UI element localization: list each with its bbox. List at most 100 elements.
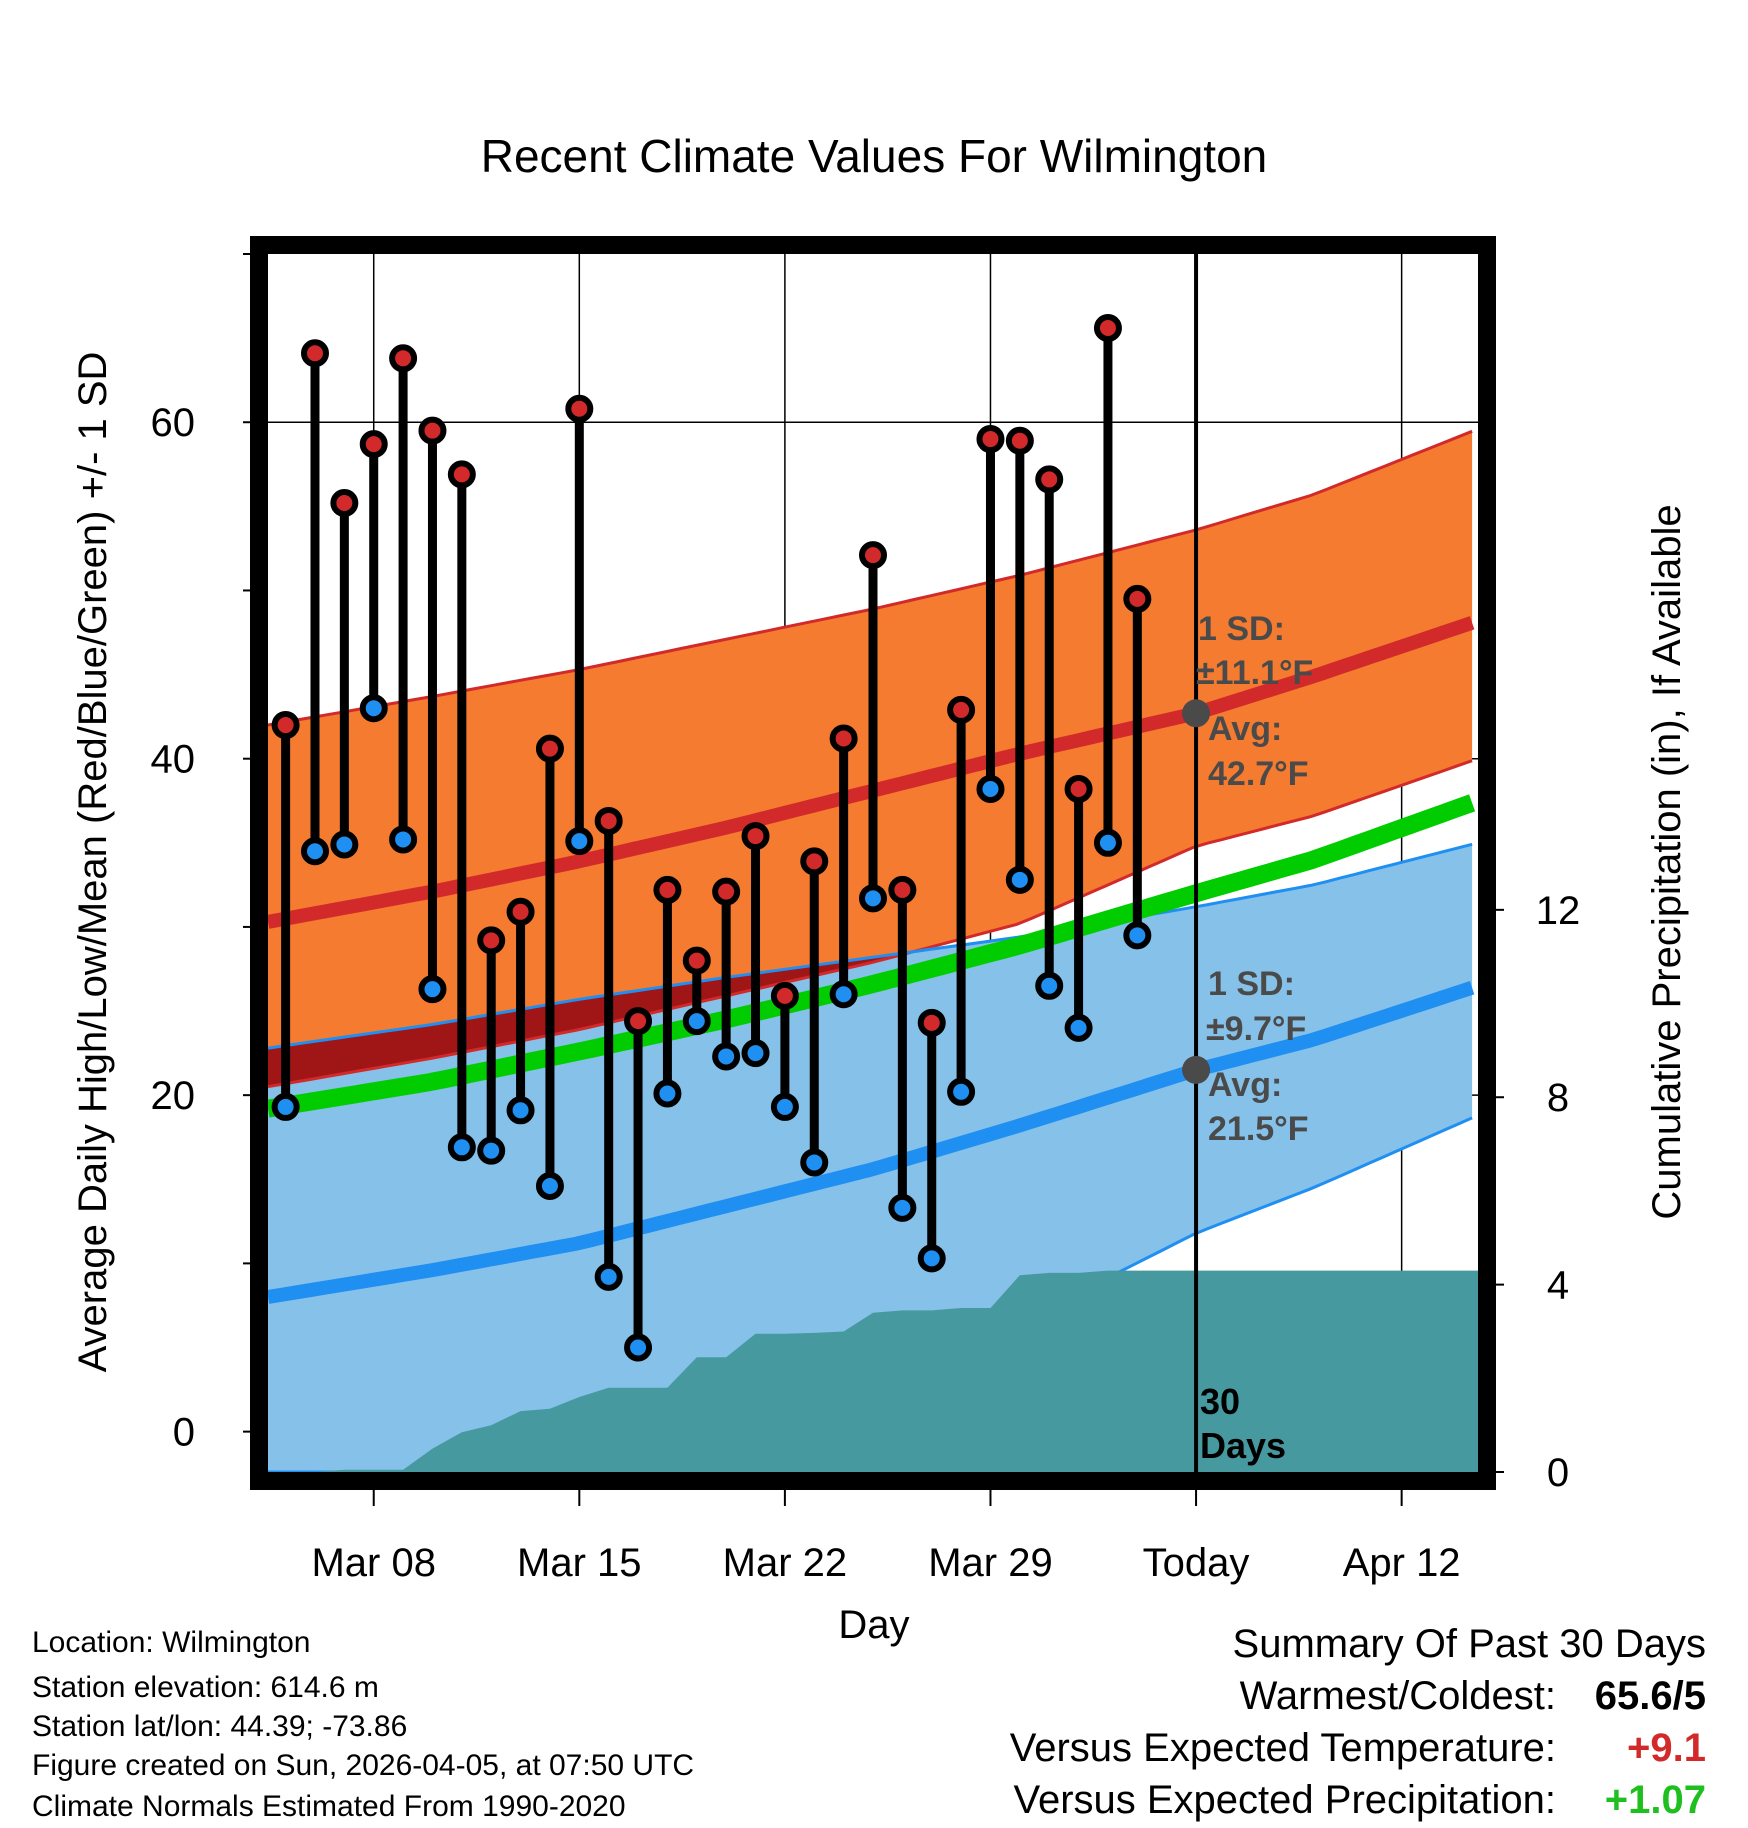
x-tick-label: Today	[1143, 1541, 1250, 1585]
observed-low-point	[389, 825, 418, 854]
observed-high-point	[594, 806, 623, 835]
chart-title: Recent Climate Values For Wilmington	[481, 130, 1268, 182]
y-tick-label: 20	[151, 1074, 196, 1118]
observed-high-point	[535, 734, 564, 763]
observed-low-point	[1035, 971, 1064, 1000]
x-axis-label: Day	[838, 1603, 909, 1647]
low-avg-label: Avg:	[1208, 1066, 1282, 1104]
summary-precip-row: Versus Expected Precipitation: +1.07	[1013, 1778, 1706, 1823]
summary-temp-label: Versus Expected Temperature:	[1009, 1726, 1556, 1770]
observed-high-point	[859, 541, 887, 570]
observed-low-point	[653, 1079, 682, 1108]
observed-high-point	[741, 822, 770, 851]
observed-low-point	[594, 1262, 623, 1291]
y2-axis-label: Cumulative Precipitation (in), If Availa…	[1645, 504, 1689, 1219]
high-avg-value: 42.7°F	[1208, 755, 1309, 793]
mean-normal-line	[268, 794, 1476, 1118]
observed-high-point	[976, 425, 1005, 454]
observed-low-point	[1093, 828, 1122, 857]
x-tick-label: Mar 08	[311, 1541, 436, 1585]
observed-low-point	[330, 830, 359, 859]
low-upper-edge	[268, 842, 1473, 1050]
y-tick-label: 0	[173, 1411, 195, 1455]
observed-high-point	[1064, 774, 1093, 803]
high-sd-label: 1 SD:	[1198, 610, 1285, 648]
band-overlap	[268, 953, 900, 1087]
precip-area	[268, 1270, 1478, 1472]
plot-frame	[250, 236, 1496, 1490]
observed-high-point	[447, 460, 476, 489]
observed-high-point	[1035, 465, 1064, 494]
summary-precip-value: +1.07	[1604, 1778, 1706, 1822]
observed-high-point	[653, 875, 682, 904]
x-tick-label: Mar 29	[928, 1541, 1053, 1585]
observed-low-point	[271, 1092, 300, 1121]
summary-warmest-value: 65.6/5	[1594, 1674, 1706, 1718]
observed-low-point	[712, 1042, 741, 1071]
observed-high-point	[565, 394, 594, 423]
today-low-avg-marker	[1182, 1055, 1211, 1084]
observed-low-point	[829, 980, 858, 1009]
observed-high-point	[418, 416, 447, 445]
observed-high-point	[300, 339, 329, 368]
x-tick-label: Mar 15	[517, 1541, 642, 1585]
days-label-word: Days	[1200, 1425, 1286, 1466]
days-label-number: 30	[1200, 1381, 1240, 1422]
y-tick-label: 60	[151, 401, 196, 445]
observed-high-point	[682, 946, 711, 975]
today-high-avg-marker	[1182, 699, 1211, 728]
summary-warmest-row: Warmest/Coldest: 65.6/5	[1240, 1674, 1706, 1719]
y2-tick-label: 0	[1547, 1451, 1569, 1495]
summary-warmest-label: Warmest/Coldest:	[1239, 1674, 1556, 1718]
info-created: Figure created on Sun, 2026-04-05, at 07…	[32, 1749, 695, 1782]
observed-high-point	[389, 344, 418, 373]
info-latlon: Station lat/lon: 44.39; -73.86	[32, 1710, 408, 1743]
observed-low-point	[947, 1077, 976, 1106]
normal-annotations: 1 SD: ±11.1°F Avg: 42.7°F 1 SD: ±9.7°F A…	[1196, 610, 1313, 1466]
observed-low-point	[976, 774, 1005, 803]
observed-low-point	[624, 1333, 653, 1362]
observed-low-point	[741, 1039, 770, 1068]
high-lower-edge	[268, 759, 1473, 1089]
info-normals: Climate Normals Estimated From 1990-2020	[32, 1790, 626, 1823]
observed-low-point	[506, 1096, 535, 1125]
info-elevation: Station elevation: 614.6 m	[32, 1671, 379, 1704]
summary-temp-value: +9.1	[1627, 1726, 1706, 1770]
observed-high-point	[1005, 426, 1034, 455]
observed-low-point	[917, 1244, 946, 1273]
info-location: Location: Wilmington	[32, 1626, 311, 1659]
observed-high-point	[477, 926, 506, 955]
high-sd-value: ±11.1°F	[1196, 654, 1313, 692]
observed-high-point	[330, 488, 359, 517]
low-normal-line	[268, 981, 1475, 1304]
low-sd-label: 1 SD:	[1208, 965, 1295, 1003]
low-sd-value: ±9.7°F	[1206, 1010, 1306, 1048]
low-avg-value: 21.5°F	[1208, 1110, 1309, 1148]
observed-high-point	[947, 695, 976, 724]
observed-high-point	[624, 1007, 653, 1036]
low-lower-edge	[268, 1116, 1473, 1472]
observed-low-point	[859, 884, 887, 913]
y2-tick-label: 4	[1547, 1264, 1569, 1308]
observed-low-point	[418, 975, 447, 1004]
observed-high-point	[271, 711, 300, 740]
observed-low-point	[888, 1193, 917, 1222]
observed-high-point	[1093, 314, 1122, 343]
observed-low-point	[770, 1092, 799, 1121]
observed-high-point	[917, 1008, 946, 1037]
observed-low-point	[800, 1148, 829, 1177]
observed-high-point	[770, 981, 799, 1010]
summary-precip-label: Versus Expected Precipitation:	[1013, 1778, 1556, 1822]
y-axis-label: Average Daily High/Low/Mean (Red/Blue/Gr…	[71, 352, 115, 1373]
observed-high-point	[800, 847, 829, 876]
observed-low-point	[682, 1007, 711, 1036]
observed-high-point	[506, 897, 535, 926]
observed-low-point	[1005, 865, 1034, 894]
observed-low-point	[447, 1133, 476, 1162]
high-avg-label: Avg:	[1208, 710, 1282, 748]
observed-high-point	[359, 430, 388, 459]
observed-high-point	[1123, 584, 1152, 613]
observed-low-point	[359, 694, 388, 723]
y2-tick-label: 12	[1536, 889, 1581, 933]
